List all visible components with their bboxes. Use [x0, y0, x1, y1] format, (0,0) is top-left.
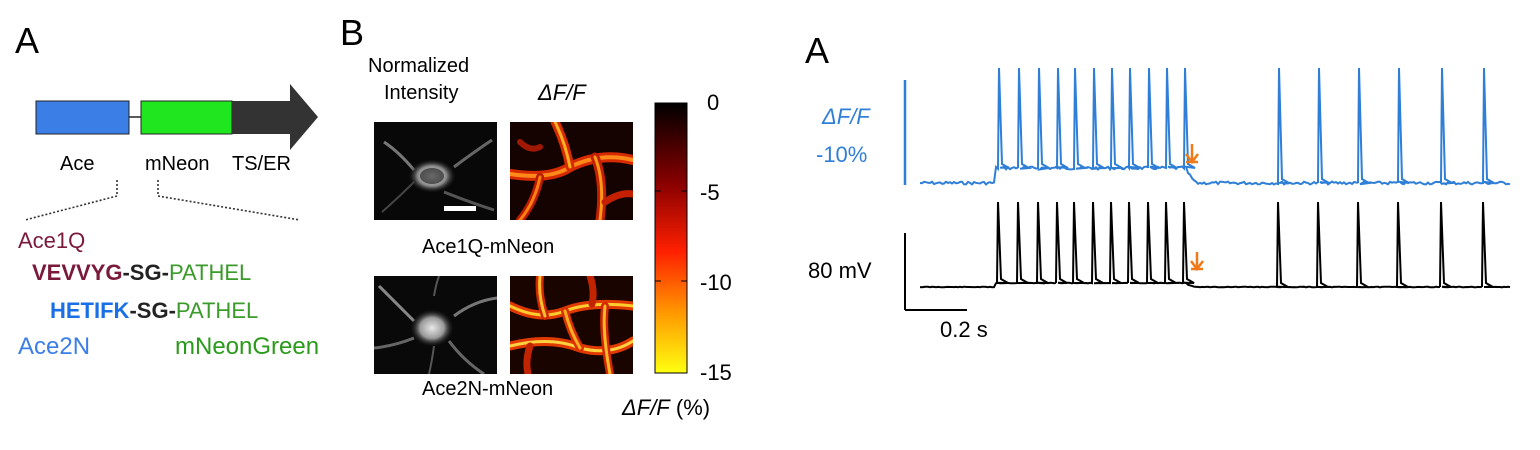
fluor-scale-label: ΔF/F — [822, 104, 870, 129]
linker-2: -SG- — [129, 298, 176, 323]
ace2n-seq: HETIFK — [50, 298, 130, 323]
ace2n-sequence: HETIFK-SG-PATHEL — [50, 298, 258, 324]
row2-label: Ace2N-mNeon — [422, 378, 554, 400]
voltage-trace — [919, 201, 1511, 289]
colorbar-label-unit: (%) — [669, 395, 711, 420]
colorbar-label-dff: ΔF/F — [622, 395, 670, 420]
construct-diagram — [35, 84, 318, 150]
ace-box — [35, 100, 130, 135]
col1-header-line1: Normalized — [368, 55, 470, 77]
row1-label: Ace1Q-mNeon — [422, 236, 555, 258]
panel-a-letter: A — [15, 20, 40, 61]
arrow-fluor — [1185, 144, 1199, 165]
construct-label-ace: Ace — [60, 153, 95, 175]
ace1q-dff-image — [510, 122, 633, 220]
arrow-voltage — [1190, 252, 1204, 272]
colorbar-tick-10: -10 — [700, 270, 732, 295]
colorbar-tick-5: -5 — [700, 180, 720, 205]
mneongreen-label: mNeonGreen — [175, 333, 320, 360]
scale-bar — [444, 206, 476, 211]
pathel-2: PATHEL — [175, 298, 259, 323]
colorbar-label: ΔF/F (%) — [622, 395, 710, 421]
linker-1: -SG- — [122, 260, 169, 285]
panel-b-letter: B — [340, 12, 365, 53]
colorbar-tick-15: -15 — [700, 360, 732, 385]
pathel-1: PATHEL — [168, 260, 252, 285]
ace2n-intensity-image — [374, 276, 497, 374]
fluor-scale-value: -10% — [816, 142, 868, 167]
col2-header: ΔF/F — [538, 80, 586, 105]
panel-right-letter: A — [805, 30, 830, 71]
zoom-lines — [24, 180, 301, 221]
ace1q-sequence: VEVVYG-SG-PATHEL — [32, 260, 251, 286]
ace1q-label: Ace1Q — [18, 228, 86, 253]
colorbar — [654, 102, 688, 374]
ace1q-intensity-image — [374, 122, 497, 220]
mneon-box — [140, 100, 233, 135]
voltage-scale-label: 80 mV — [808, 258, 872, 283]
construct-label-tser: TS/ER — [232, 153, 291, 175]
col1-header-line2: Intensity — [384, 82, 459, 104]
trace-plot — [903, 67, 1511, 311]
construct-label-mneon: mNeon — [145, 153, 210, 175]
time-scale-label: 0.2 s — [940, 317, 988, 342]
ace2n-dff-image — [510, 276, 633, 374]
ace2n-label: Ace2N — [18, 333, 91, 360]
colorbar-tick-0: 0 — [707, 90, 720, 115]
ace1q-seq: VEVVYG — [32, 260, 123, 285]
fluorescence-trace — [919, 67, 1511, 186]
tser-arrow — [232, 84, 318, 150]
